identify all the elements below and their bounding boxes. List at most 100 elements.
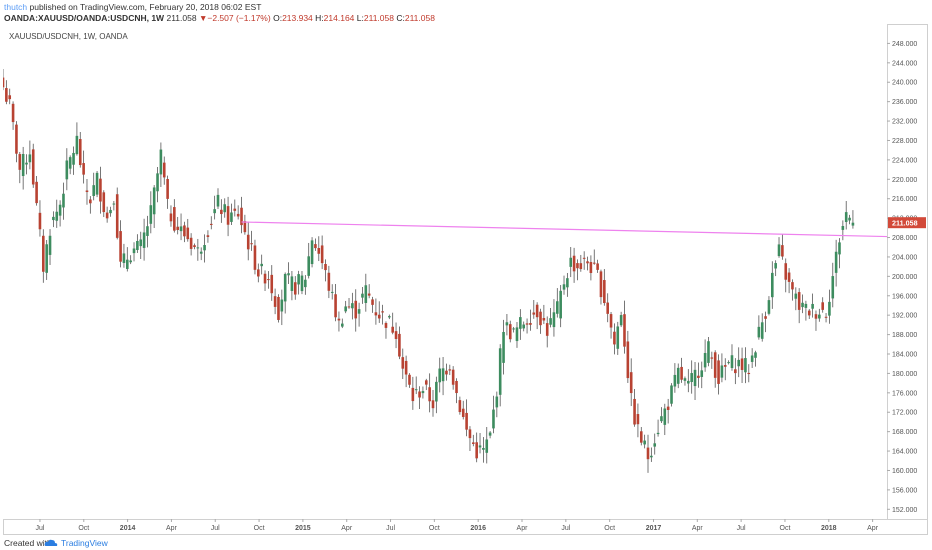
candle-body (162, 162, 166, 178)
candle-body (189, 237, 193, 249)
price-chart[interactable]: XAUUSD/USDCNH, 1W, OANDA 152.000 156.000 16… (3, 24, 928, 535)
candle-body (337, 318, 341, 321)
candle-body (660, 416, 663, 422)
candle-body (482, 447, 485, 450)
candle-body (68, 157, 72, 169)
candle-body (146, 226, 149, 236)
candle-body (663, 408, 667, 425)
chart-title: XAUUSD/USDCNH, 1W, OANDA (9, 32, 128, 41)
candle-body (125, 259, 129, 269)
publish-line: thutch published on TradingView.com, Feb… (4, 2, 261, 12)
tradingview-link[interactable]: TradingView (61, 538, 108, 548)
candle-body (414, 389, 418, 391)
candle-body (838, 242, 841, 255)
candle-body (152, 187, 156, 215)
candle-body (297, 274, 300, 285)
candle-body (340, 323, 344, 327)
candle-body (619, 315, 623, 326)
candle-body (209, 223, 213, 225)
candle-body (455, 380, 458, 394)
candle-body (381, 311, 384, 313)
candle-body (374, 312, 378, 316)
candle-body (45, 244, 48, 273)
candle-body (818, 314, 821, 319)
high-label: H: (315, 13, 324, 23)
publish-info: published on TradingView.com, February 2… (29, 2, 262, 12)
candle-body (310, 240, 314, 265)
candle-body (203, 244, 206, 251)
candle-body (791, 282, 794, 290)
candle-body (388, 316, 391, 318)
candle-body (545, 323, 549, 336)
close-value: 211.058 (404, 13, 435, 23)
price-tick-label: 216.000 (892, 196, 917, 203)
candle-body (616, 326, 620, 349)
candle-body (687, 380, 690, 384)
candle-body (727, 362, 730, 364)
candle-body (159, 149, 163, 175)
candle-body (424, 380, 428, 385)
time-tick-label: Apr (867, 525, 879, 532)
candle-body (814, 314, 818, 319)
candle-body (408, 374, 411, 385)
candle-body (535, 304, 539, 318)
candle-body (613, 331, 616, 345)
candle-body (18, 154, 22, 170)
candle-body (744, 358, 747, 373)
time-tick-label: Oct (78, 525, 89, 532)
candle-body (767, 300, 771, 314)
candle-body (42, 235, 45, 272)
candle-body (515, 327, 519, 342)
time-tick-label: Apr (166, 525, 178, 532)
price-tick-label: 188.000 (892, 332, 917, 339)
price-tick-label: 176.000 (892, 390, 917, 397)
candle-body (15, 124, 18, 154)
price-tick-label: 196.000 (892, 293, 917, 300)
candle-body (804, 303, 808, 308)
candle-body (841, 226, 845, 230)
price-tick-label: 248.000 (892, 41, 917, 48)
low-value: 211.058 (363, 13, 394, 23)
candle-body (206, 235, 210, 237)
symbol-label: OANDA:XAUUSD/OANDA:USDCNH, 1W (4, 13, 165, 23)
candle-body (277, 296, 280, 320)
candle-body (670, 385, 673, 404)
candle-body (105, 212, 109, 219)
candle-body (441, 368, 445, 382)
candle-body (579, 263, 583, 270)
candle-body (334, 294, 337, 318)
candle-body (112, 203, 116, 205)
time-tick-label: 2015 (295, 525, 311, 532)
candle-body (196, 247, 200, 249)
candle-body (502, 331, 505, 363)
candle-body (351, 303, 354, 309)
low-label: L: (356, 13, 364, 23)
candle-body (267, 279, 270, 281)
candle-body (377, 314, 381, 319)
price-tick-label: 180.000 (892, 371, 917, 378)
candle-body (639, 431, 643, 443)
author-link[interactable]: thutch (4, 2, 28, 12)
price-tick-label: 168.000 (892, 429, 917, 436)
candle-body (646, 447, 650, 460)
candle-body (673, 374, 677, 387)
candle-body (650, 455, 653, 458)
candle-body (142, 232, 146, 248)
candle-body (344, 306, 347, 312)
candle-body (8, 95, 12, 100)
candle-body (280, 299, 284, 312)
candle-body (586, 261, 589, 264)
candle-body (347, 306, 351, 308)
candle-body (710, 357, 714, 359)
candle-body (851, 222, 855, 226)
time-tick-label: 2018 (821, 525, 837, 532)
price-tick-label: 224.000 (892, 157, 917, 164)
candle-body (371, 299, 374, 305)
candle-body (324, 264, 327, 271)
candle-body (512, 328, 515, 330)
candle-body (468, 429, 472, 439)
price-tick-label: 244.000 (892, 60, 917, 67)
candle-body (472, 442, 475, 444)
candle-body (676, 367, 680, 384)
candle-body (132, 248, 136, 254)
